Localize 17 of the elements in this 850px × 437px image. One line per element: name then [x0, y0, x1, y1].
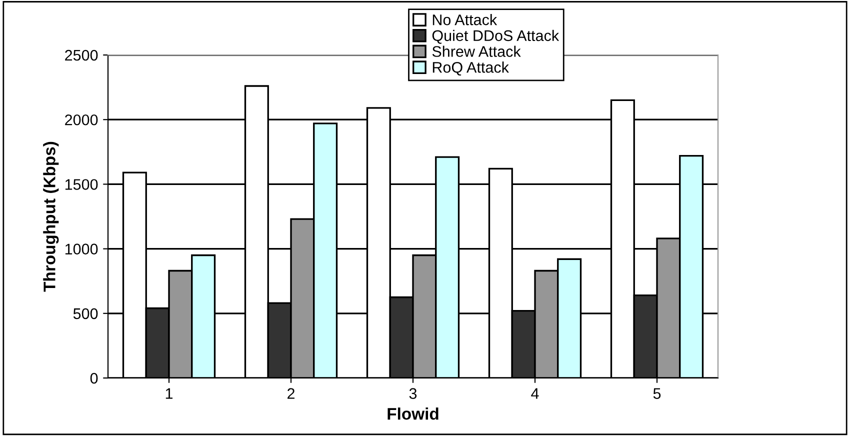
- y-tick-label: 1500: [65, 179, 98, 190]
- x-tick-label: 5: [653, 388, 661, 399]
- legend-label: RoQ Attack: [432, 62, 509, 76]
- x-axis-title: Flowid: [388, 408, 438, 420]
- y-tick-label: 500: [73, 308, 98, 320]
- x-tick-label: 3: [409, 388, 417, 399]
- y-axis-title: Throughput (Kbps): [43, 142, 59, 292]
- x-tick-label: 2: [288, 388, 294, 399]
- legend-label: Quiet DDoS Attack: [432, 30, 560, 44]
- legend-label: Shrew Attack: [432, 46, 521, 57]
- x-tick-label: 1: [166, 388, 173, 399]
- y-tick-label: 1000: [65, 244, 98, 254]
- y-tick-label: 2500: [65, 50, 98, 61]
- x-tick-label: 4: [531, 388, 539, 399]
- y-tick-label: 2000: [65, 114, 98, 126]
- legend-label: No Attack: [432, 14, 498, 26]
- y-tick-label: 0: [90, 372, 98, 384]
